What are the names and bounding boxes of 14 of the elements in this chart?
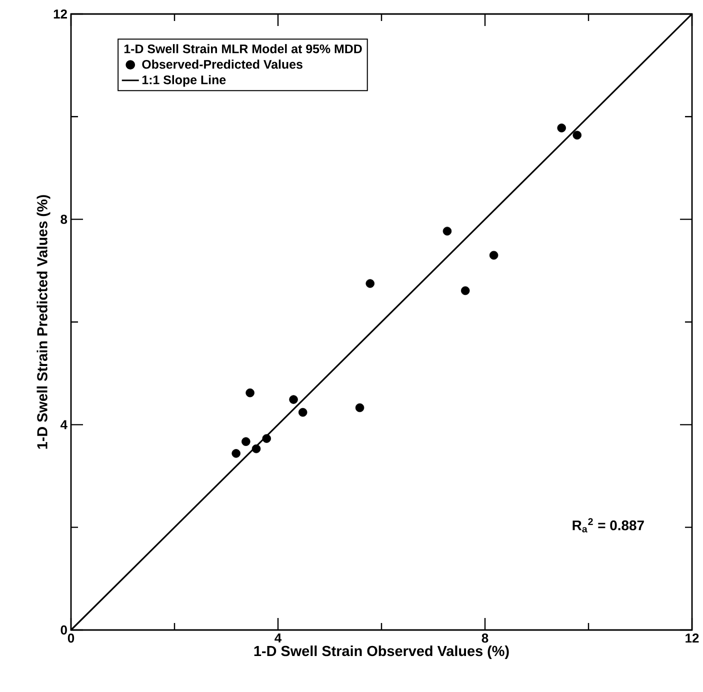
y-axis-title: 1-D Swell Strain Predicted Values (%): [36, 195, 50, 449]
y-tick-label: 8: [60, 214, 68, 224]
legend-label: 1:1 Slope Line: [142, 75, 226, 87]
y-tick-label: 0: [60, 625, 67, 635]
x-tick-label: 8: [482, 634, 488, 643]
x-axis-title: 1-D Swell Strain Observed Values (%): [254, 646, 509, 659]
legend-label: Observed-Predicted Values: [142, 60, 302, 69]
y-tick-label: 12: [54, 9, 67, 19]
x-tick-label: 12: [686, 634, 699, 643]
x-tick-label: 0: [68, 634, 74, 643]
legend-title: 1-D Swell Strain MLR Model at 95% MDD: [124, 44, 362, 54]
y-tick-label: 4: [60, 420, 68, 430]
annotation: R$_{a}$$^{2}$ = 0.887: [572, 518, 644, 532]
x-tick-label: 4: [274, 634, 282, 642]
